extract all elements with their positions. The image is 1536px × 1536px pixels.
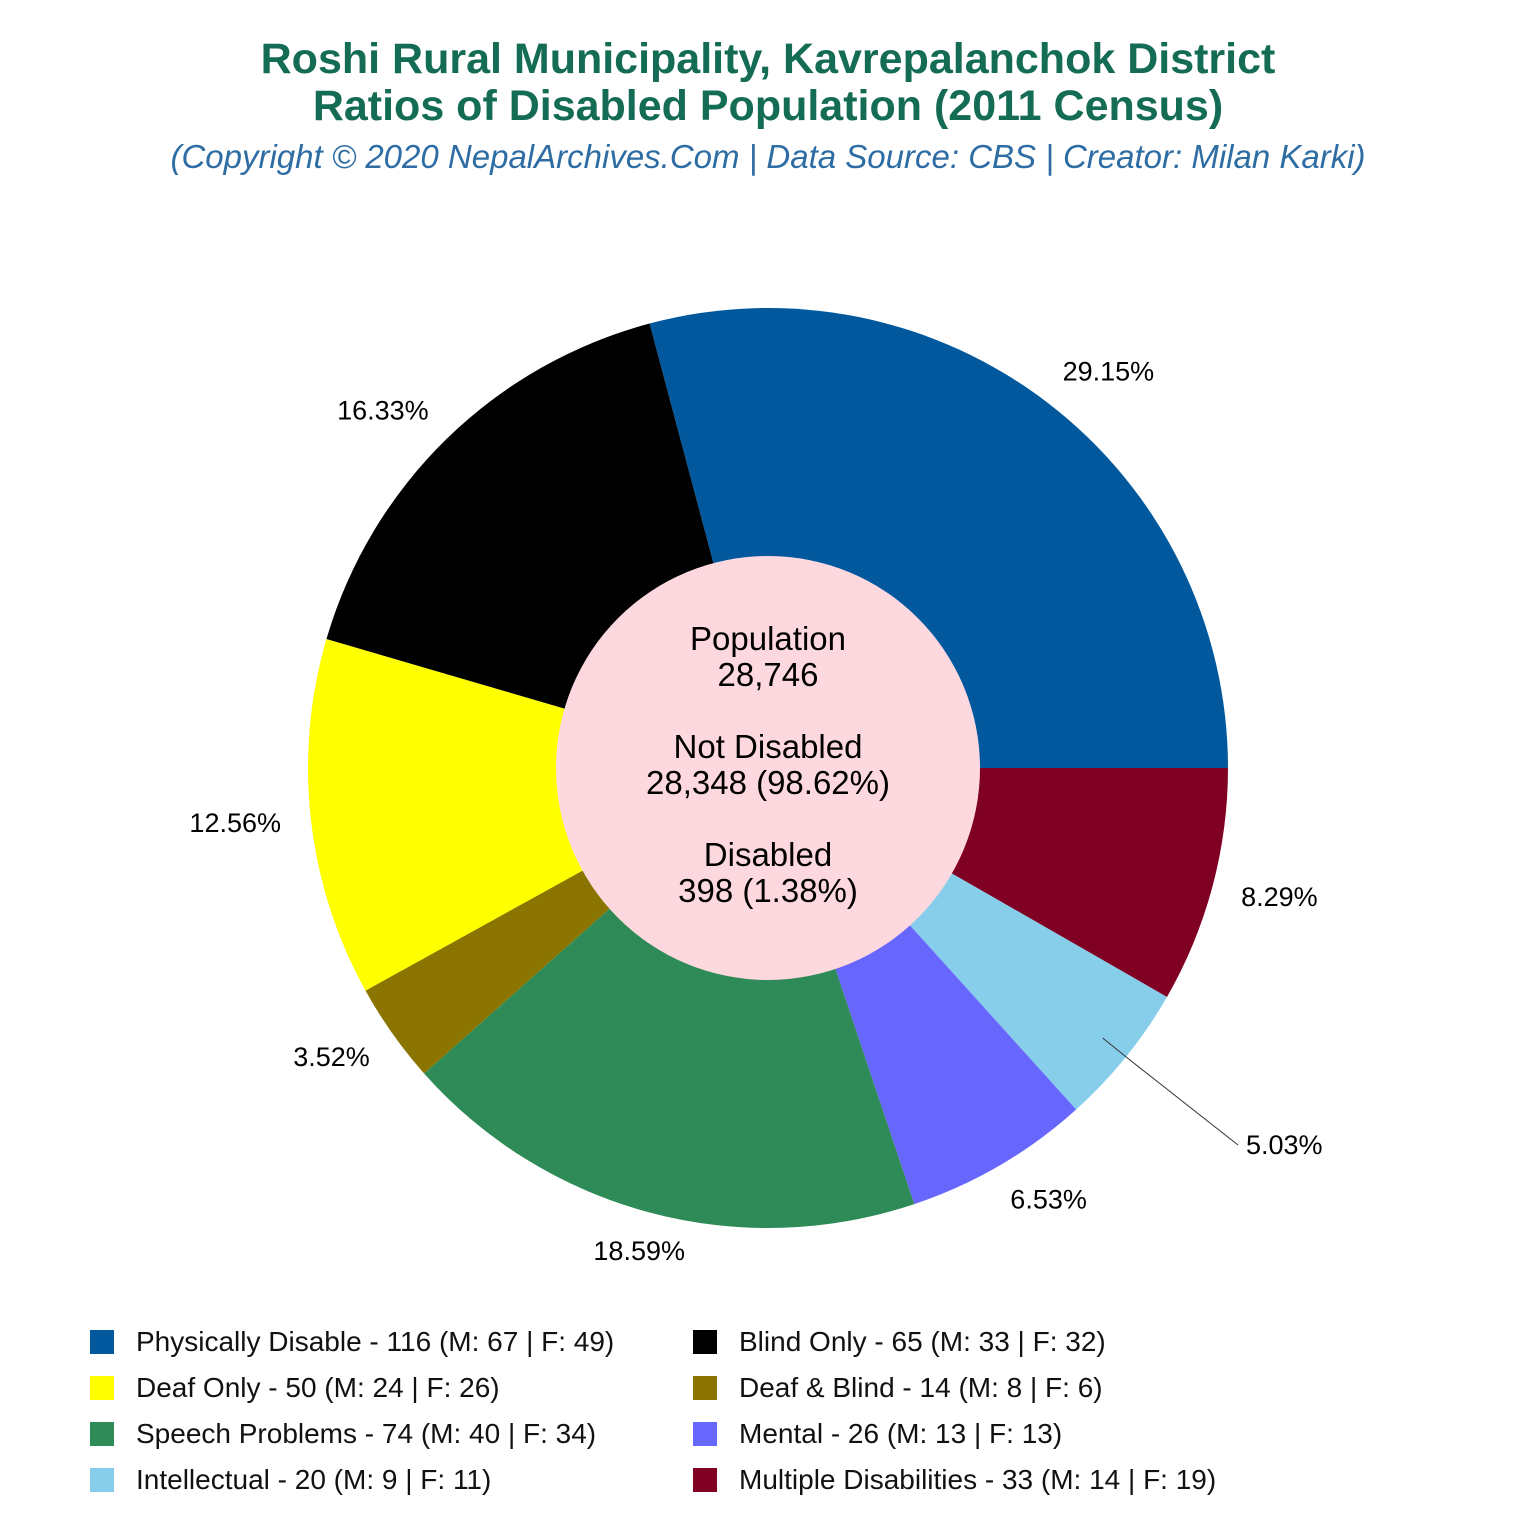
chart-subtitle: (Copyright © 2020 NepalArchives.Com | Da…	[170, 138, 1366, 175]
legend-swatch	[693, 1468, 717, 1492]
legend-label: Deaf Only - 50 (M: 24 | F: 26)	[136, 1372, 500, 1403]
percent-label-mental: 6.53%	[1010, 1185, 1087, 1215]
center-not-disabled-value: 28,348 (98.62%)	[646, 764, 890, 801]
center-not-disabled-label: Not Disabled	[674, 728, 863, 765]
slice-deaf-only	[308, 639, 768, 991]
legend-label: Blind Only - 65 (M: 33 | F: 32)	[739, 1326, 1106, 1357]
legend-item-speech-problems: Speech Problems - 74 (M: 40 | F: 34)	[90, 1414, 596, 1454]
legend-label: Speech Problems - 74 (M: 40 | F: 34)	[136, 1418, 597, 1449]
legend-label: Deaf & Blind - 14 (M: 8 | F: 6)	[739, 1372, 1103, 1403]
percent-label-blind-only: 16.33%	[337, 395, 429, 425]
center-population-value: 28,746	[718, 656, 819, 693]
legend-item-intellectual: Intellectual - 20 (M: 9 | F: 11)	[90, 1460, 491, 1500]
legend-label: Multiple Disabilities - 33 (M: 14 | F: 1…	[739, 1464, 1217, 1495]
center-population-label: Population	[690, 620, 846, 657]
percent-label-speech-problems: 18.59%	[593, 1236, 685, 1266]
chart-title-line2: Ratios of Disabled Population (2011 Cens…	[312, 82, 1224, 130]
legend-item-deaf-only: Deaf Only - 50 (M: 24 | F: 26)	[90, 1368, 500, 1408]
percent-label-deaf-only: 12.56%	[189, 808, 281, 838]
legend-item-multiple-disabilities: Multiple Disabilities - 33 (M: 14 | F: 1…	[693, 1460, 1216, 1500]
percent-label-deaf-blind: 3.52%	[293, 1042, 370, 1072]
center-disabled-label: Disabled	[704, 836, 832, 873]
percent-label-multiple-disabilities: 8.29%	[1241, 882, 1318, 912]
legend-item-physically-disable: Physically Disable - 116 (M: 67 | F: 49)	[90, 1322, 614, 1362]
legend-label: Mental - 26 (M: 13 | F: 13)	[739, 1418, 1063, 1449]
percent-label-physically-disable: 29.15%	[1063, 357, 1155, 387]
legend-item-deaf-blind: Deaf & Blind - 14 (M: 8 | F: 6)	[693, 1368, 1103, 1408]
legend-item-blind-only: Blind Only - 65 (M: 33 | F: 32)	[693, 1322, 1106, 1362]
legend-swatch	[693, 1376, 717, 1400]
legend-swatch	[90, 1468, 114, 1492]
chart-title-line1: Roshi Rural Municipality, Kavrepalanchok…	[260, 35, 1276, 83]
center-circle	[556, 556, 980, 980]
leader-line-intellectual	[1102, 1037, 1239, 1146]
legend-swatch	[90, 1376, 114, 1400]
legend-label: Physically Disable - 116 (M: 67 | F: 49)	[136, 1326, 615, 1357]
center-disabled-value: 398 (1.38%)	[678, 872, 858, 909]
legend-swatch	[693, 1330, 717, 1354]
legend-swatch	[693, 1422, 717, 1446]
donut-chart: 29.15% 8.29% 5.03% 6.53% 18.59% 3.52% 12.56% 16…	[189, 308, 1323, 1267]
leader-lines-group	[1102, 1037, 1239, 1146]
legend-swatch	[90, 1330, 114, 1354]
percent-label-intellectual: 5.03%	[1246, 1130, 1323, 1160]
percent-labels-group: 29.15% 8.29% 5.03% 6.53% 18.59% 3.52% 12.56% 16…	[189, 357, 1322, 1267]
legend-swatch	[90, 1422, 114, 1446]
legend-label: Intellectual - 20 (M: 9 | F: 11)	[136, 1464, 492, 1495]
legend-item-mental: Mental - 26 (M: 13 | F: 13)	[693, 1414, 1062, 1454]
